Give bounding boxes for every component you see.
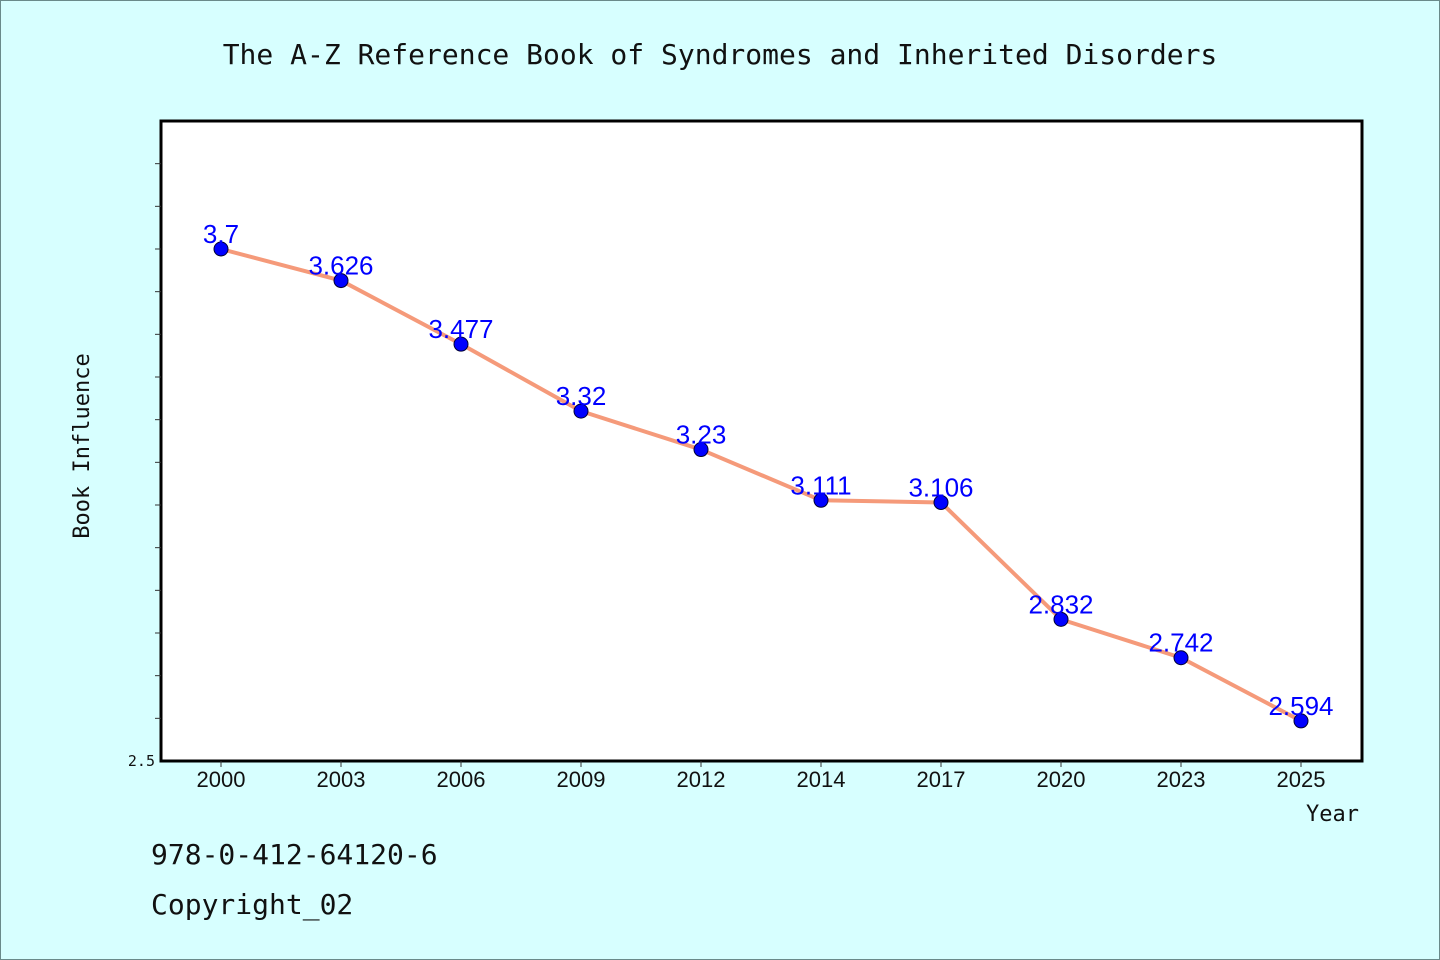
data-point: [933, 494, 949, 510]
x-tick-label: 2020: [1037, 767, 1086, 792]
data-label: 3.32: [556, 381, 607, 411]
data-point: [1293, 713, 1309, 729]
data-point: [453, 336, 469, 352]
data-label: 3.23: [676, 420, 727, 450]
chart-title: The A-Z Reference Book of Syndromes and …: [223, 38, 1218, 71]
x-tick-label: 2012: [677, 767, 726, 792]
data-labels: 3.7 3.626 3.477 3.32 3.23 3.111 3.106 2.832 2.74…: [203, 219, 1334, 721]
data-point: [1173, 650, 1189, 666]
data-label: 3.111: [790, 470, 851, 500]
x-tick-label: 2006: [437, 767, 486, 792]
y-tick-label: 2.5: [128, 752, 155, 770]
data-label: 3.477: [428, 314, 493, 344]
data-point: [333, 273, 349, 289]
series-line: [220, 247, 1302, 723]
x-tick-label: 2025: [1277, 767, 1326, 792]
data-label: 2.594: [1268, 691, 1333, 721]
y-axis-ticks: 2.5: [128, 163, 161, 770]
x-tick-label: 2017: [917, 767, 966, 792]
data-label: 2.832: [1028, 589, 1093, 619]
data-label: 3.7: [203, 219, 239, 249]
copyright-text: Copyright_02: [151, 888, 354, 921]
x-tick-label: 2023: [1157, 767, 1206, 792]
data-markers: [213, 241, 1309, 729]
data-point: [573, 403, 589, 419]
data-point: [1053, 611, 1069, 627]
data-point: [213, 241, 229, 257]
data-label: 3.106: [908, 472, 973, 502]
data-label: 3.626: [308, 251, 373, 281]
data-point: [693, 442, 709, 458]
y-axis-label: Book Influence: [70, 353, 95, 538]
x-tick-label: 2014: [797, 767, 846, 792]
data-point: [813, 492, 829, 508]
isbn-text: 978-0-412-64120-6: [151, 838, 438, 871]
plot-area: [159, 119, 1364, 763]
x-tick-label: 2009: [557, 767, 606, 792]
x-tick-label: 2000: [197, 767, 246, 792]
x-axis-label: Year: [1306, 802, 1359, 827]
x-axis-ticks: 2000 2003 2006 2009 2012 2014 2017 2020 2023 2025: [197, 761, 1326, 792]
x-tick-label: 2003: [317, 767, 366, 792]
data-label: 2.742: [1148, 628, 1213, 658]
